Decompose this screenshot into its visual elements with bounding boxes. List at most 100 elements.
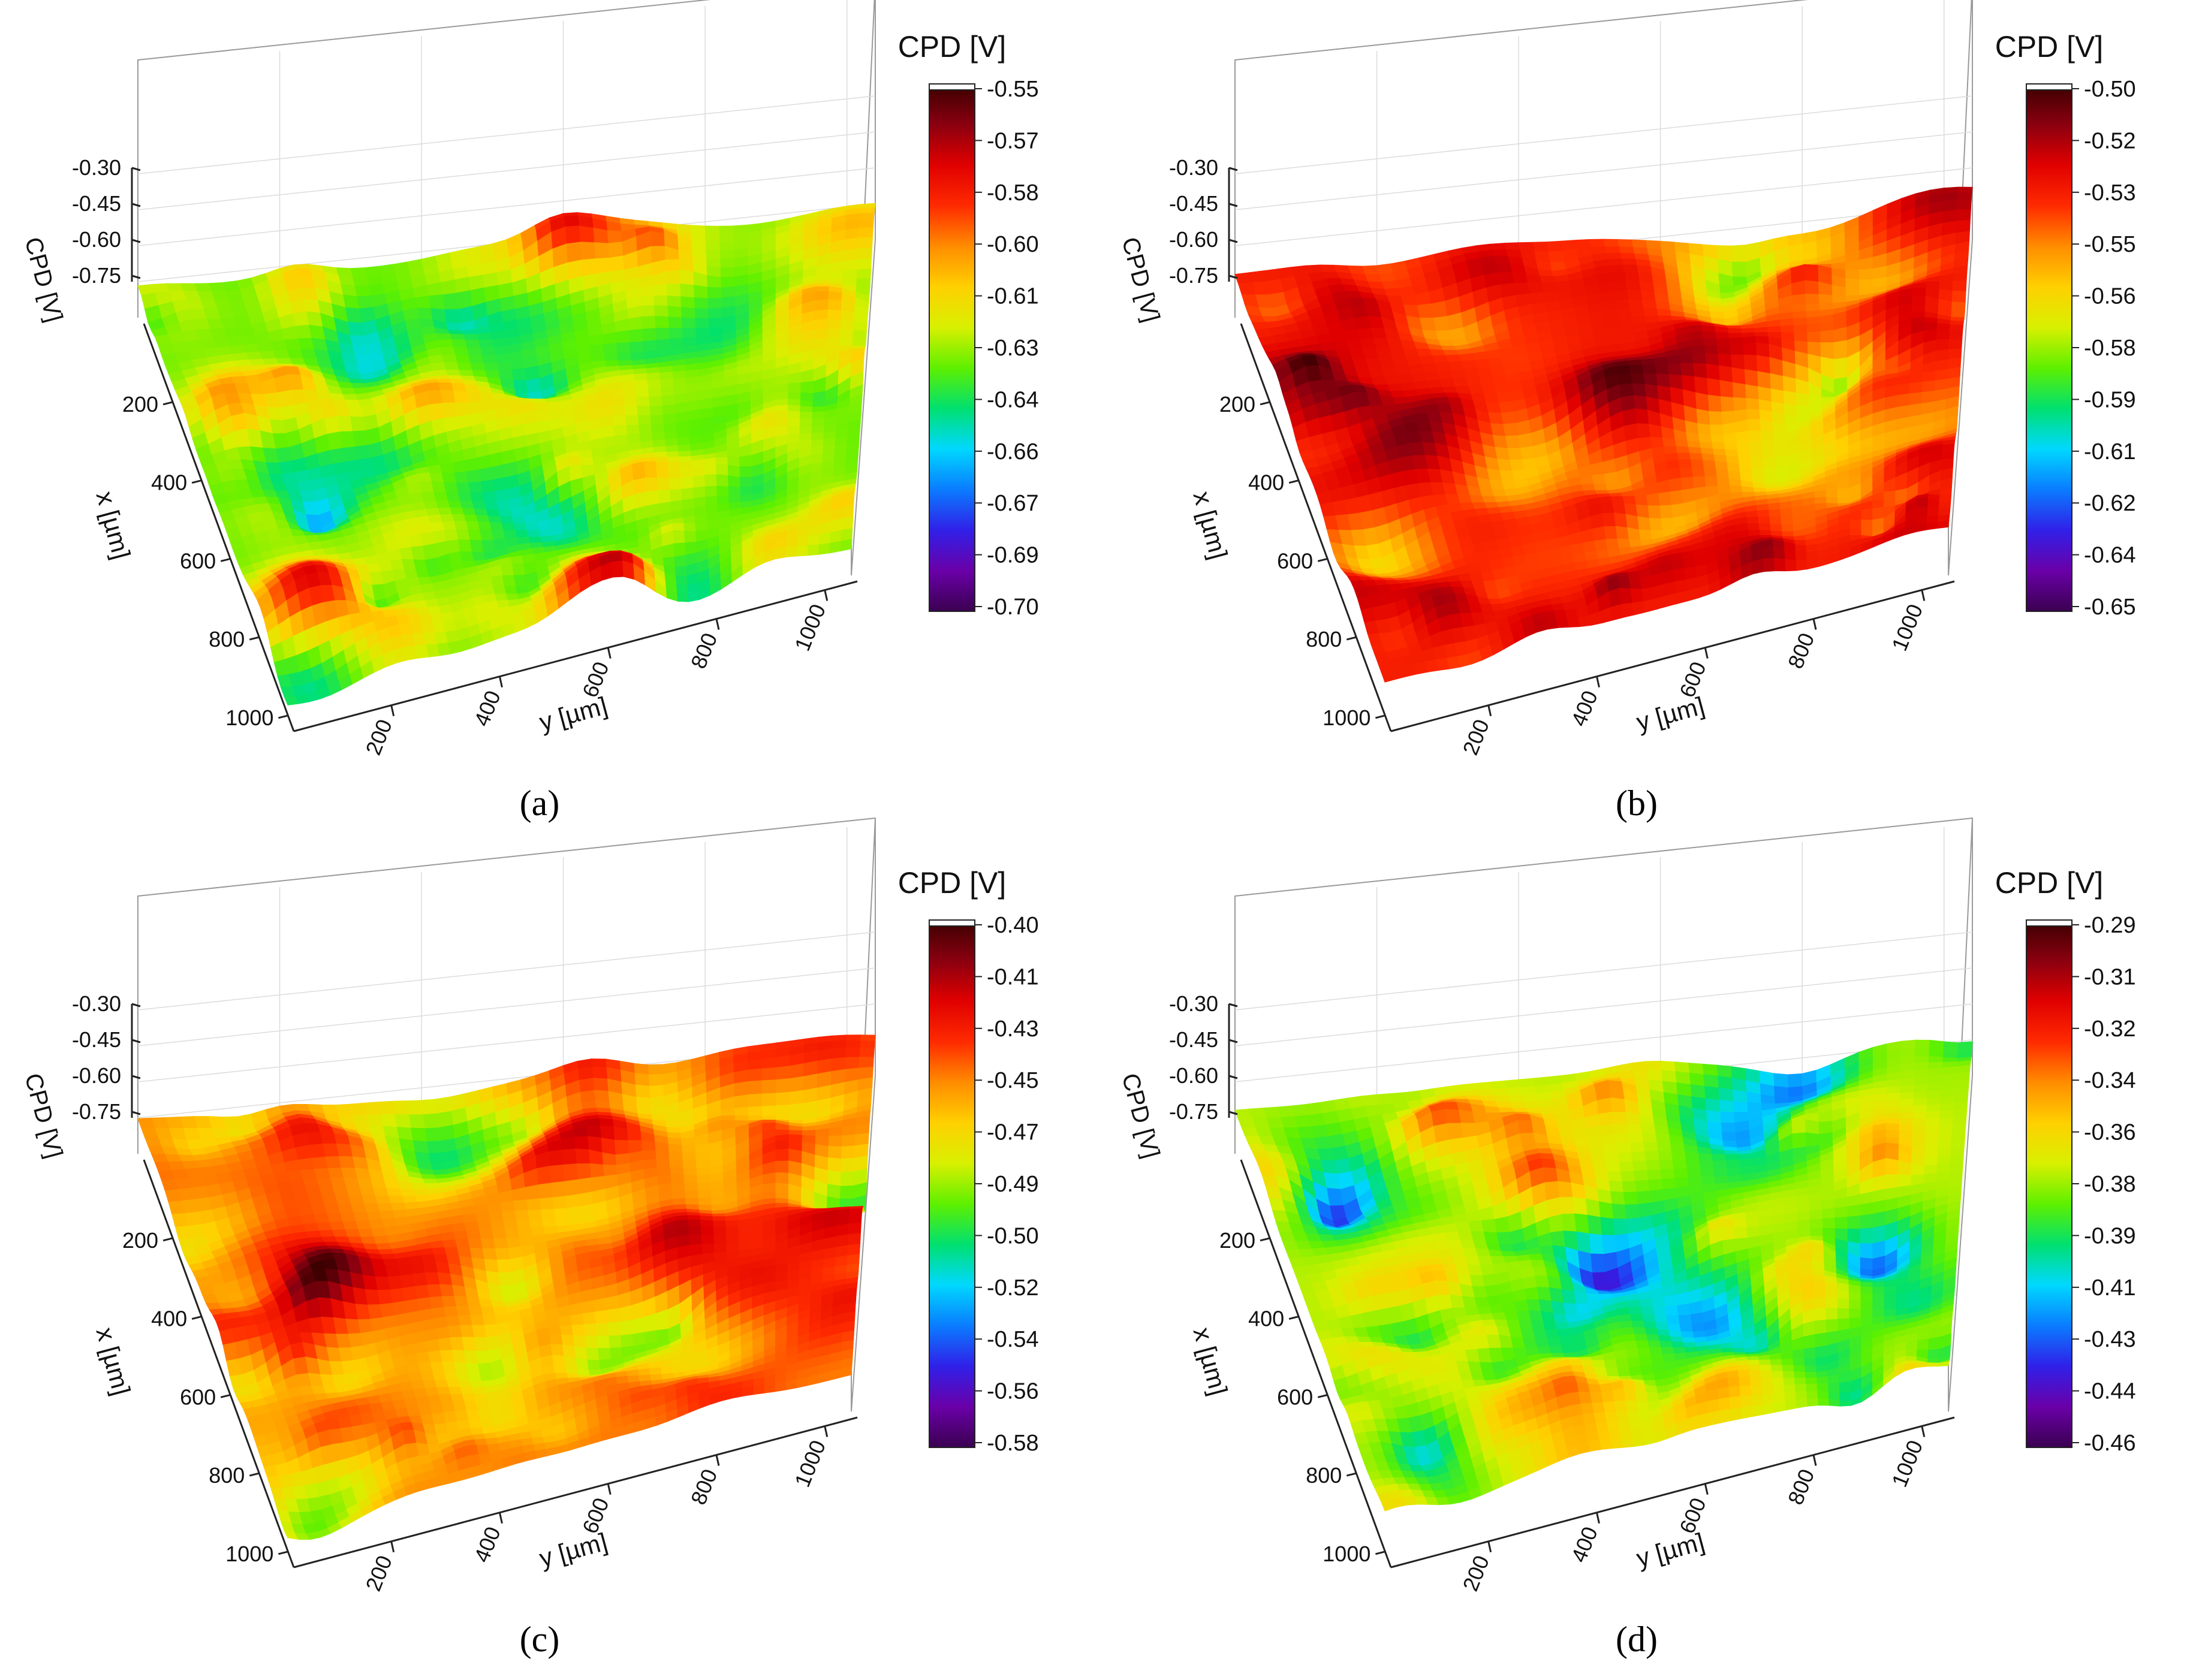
surface-cell (1501, 411, 1517, 425)
surface-cell (664, 438, 679, 447)
surface-cell (1629, 307, 1646, 318)
surface-cell (450, 507, 465, 515)
surface-cell (460, 500, 475, 509)
surface-cell (660, 378, 674, 388)
surface-cell (444, 482, 459, 493)
surface-cell (412, 1140, 430, 1154)
x-tick-mark (278, 714, 288, 719)
surface-cell (352, 276, 370, 286)
surface-cell (1689, 453, 1704, 461)
surface-cell (1581, 484, 1596, 491)
surface-cell (588, 334, 604, 346)
surface-cell (622, 388, 637, 397)
surface-cell (502, 575, 516, 587)
surface-cell (1507, 448, 1523, 461)
surface-cell (1610, 272, 1626, 282)
surface-cell (1704, 345, 1719, 355)
surface-cell (350, 267, 367, 278)
surface-cell (775, 1078, 790, 1094)
x-tick-label: 200 (122, 392, 158, 417)
colorbar-tick-label: -0.53 (2084, 180, 2136, 206)
surface-cell (1745, 510, 1759, 518)
surface-cell (683, 515, 696, 524)
surface-cell (453, 346, 469, 356)
surface-cell (719, 225, 734, 234)
surface-cell (829, 270, 844, 280)
x-tick-mark (1260, 401, 1270, 406)
colorbar-tick-label: -0.61 (2084, 439, 2136, 465)
surface-cell (1625, 280, 1641, 291)
colorbar-tick-label: -0.70 (987, 595, 1039, 620)
surface-cell (482, 491, 498, 502)
surface-cell (1794, 332, 1808, 343)
surface-cell (1793, 324, 1808, 333)
surface-cell (1477, 367, 1493, 378)
surface-cell (1643, 373, 1658, 387)
surface-cell (1911, 303, 1926, 313)
surface-cell (1679, 353, 1694, 364)
surface-cell (1953, 272, 1968, 282)
surface-cell (435, 500, 451, 509)
surface-cell (1745, 384, 1760, 400)
surface-cell (720, 258, 735, 269)
surface-cell (1468, 385, 1484, 395)
surface-cell (1779, 318, 1794, 327)
colorbar-tick-label: -0.58 (987, 180, 1039, 206)
z-tick-label: -0.75 (1169, 263, 1218, 288)
surface-cell (1602, 459, 1617, 475)
surface-cell (1927, 506, 1939, 517)
surface-cell (1814, 490, 1827, 498)
surface-cell (525, 522, 540, 531)
surface-cell (1486, 402, 1502, 414)
surface-cell (1717, 345, 1732, 355)
surface-cell (1632, 601, 1646, 616)
surface-cell (513, 523, 528, 531)
surface-cell (1731, 245, 1747, 263)
surface-cell (1520, 446, 1536, 460)
surface-cell (1532, 242, 1549, 252)
surface-cell (648, 387, 662, 397)
surface-cell (858, 237, 873, 249)
surface-cell (707, 286, 722, 299)
surface-cell (1612, 502, 1626, 515)
surface-cell (1628, 577, 1643, 590)
surface-cell (812, 417, 825, 427)
surface-cell (666, 451, 680, 457)
surface-cell (600, 415, 614, 429)
surface-cell (1501, 480, 1517, 490)
surface-cell (629, 341, 644, 354)
surface-cell (1845, 287, 1860, 297)
surface-cell (1915, 523, 1928, 533)
surface-cell (845, 1047, 861, 1058)
surface-cell (1693, 363, 1708, 379)
surface-cell (789, 1063, 805, 1079)
surface-cell (511, 515, 526, 524)
surface-cell (1400, 294, 1418, 306)
surface-cell (1634, 408, 1650, 425)
surface-cell (1680, 363, 1695, 378)
surface-cell (811, 425, 825, 434)
surface-cell (1715, 331, 1730, 339)
surface-cell (694, 308, 709, 319)
surface-cell (831, 1057, 847, 1072)
surface-cell (1785, 559, 1797, 572)
surface-cell (580, 1090, 596, 1103)
surface-cell (538, 528, 553, 538)
surface-cell (625, 415, 640, 426)
surface-cell (675, 575, 688, 586)
surface-cell (429, 1152, 445, 1164)
surface-cell (680, 476, 694, 490)
surface-cell (650, 1106, 666, 1115)
surface-cell (426, 282, 444, 297)
surface-cell (815, 291, 830, 301)
y-tick-mark (715, 619, 720, 630)
surface-cell (624, 405, 638, 416)
surface-cell (450, 333, 466, 340)
surface-cell (748, 1068, 763, 1082)
surface-cell (1593, 539, 1608, 551)
surface-cell (832, 1040, 847, 1049)
z-tick-label: -0.45 (1169, 191, 1218, 216)
surface-cell (1897, 393, 1911, 408)
surface-cell (1420, 317, 1437, 332)
